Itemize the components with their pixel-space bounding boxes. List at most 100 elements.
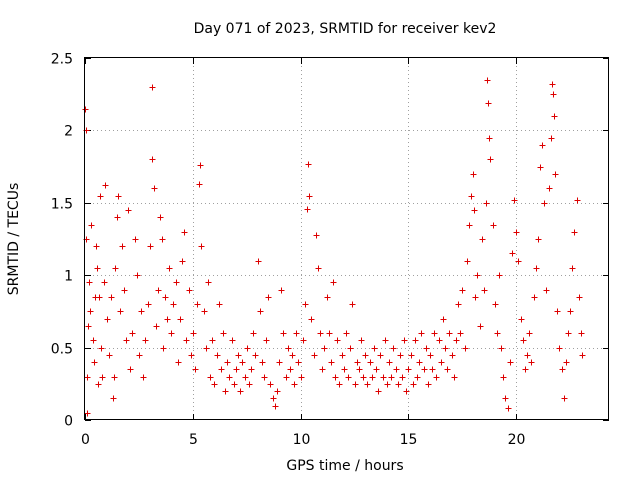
data-point xyxy=(574,197,581,204)
data-point xyxy=(317,330,324,337)
y-tick-label: 2 xyxy=(64,124,73,140)
data-point xyxy=(559,366,566,373)
data-point xyxy=(192,366,199,373)
data-point xyxy=(99,374,106,381)
data-point xyxy=(94,265,101,272)
data-point xyxy=(561,395,568,402)
data-point xyxy=(224,359,231,366)
data-point xyxy=(300,337,307,344)
data-point xyxy=(305,161,312,168)
data-point xyxy=(418,330,425,337)
data-point xyxy=(270,395,277,402)
data-point xyxy=(160,345,167,352)
data-point xyxy=(211,381,218,388)
data-point xyxy=(82,106,89,113)
data-point xyxy=(414,374,421,381)
data-point xyxy=(117,308,124,315)
data-point xyxy=(386,359,393,366)
data-point xyxy=(380,374,387,381)
data-point xyxy=(149,156,156,163)
data-point xyxy=(360,374,367,381)
data-point xyxy=(198,243,205,250)
data-point xyxy=(237,388,244,395)
data-point xyxy=(289,352,296,359)
data-point xyxy=(541,200,548,207)
data-point xyxy=(285,345,292,352)
data-point xyxy=(91,359,98,366)
data-point xyxy=(205,279,212,286)
data-point xyxy=(550,91,557,98)
y-tick-label: 0 xyxy=(64,414,73,430)
data-point xyxy=(88,222,95,229)
data-point xyxy=(132,236,139,243)
data-point xyxy=(112,265,119,272)
data-point xyxy=(483,200,490,207)
data-point xyxy=(278,287,285,294)
data-point xyxy=(362,352,369,359)
data-point xyxy=(492,301,499,308)
data-point xyxy=(127,366,134,373)
data-point xyxy=(173,279,180,286)
data-point xyxy=(429,366,436,373)
data-point xyxy=(556,345,563,352)
data-point xyxy=(166,265,173,272)
data-point xyxy=(196,181,203,188)
data-point xyxy=(84,410,91,417)
data-point xyxy=(533,265,540,272)
data-point xyxy=(235,352,242,359)
data-point xyxy=(578,330,585,337)
data-point xyxy=(552,171,559,178)
data-point xyxy=(209,337,216,344)
data-point xyxy=(551,113,558,120)
data-point xyxy=(549,81,556,88)
data-point xyxy=(129,330,136,337)
data-point xyxy=(520,337,527,344)
data-point xyxy=(507,359,514,366)
y-tick-label: 2.5 xyxy=(51,52,73,68)
data-point xyxy=(500,374,507,381)
data-point xyxy=(367,359,374,366)
data-point xyxy=(535,236,542,243)
data-point xyxy=(246,381,253,388)
x-tick-label: 20 xyxy=(508,432,526,448)
data-point xyxy=(102,182,109,189)
data-point xyxy=(336,381,343,388)
data-point xyxy=(272,403,279,410)
data-point xyxy=(546,185,553,192)
data-point xyxy=(96,294,103,301)
data-point xyxy=(261,374,268,381)
data-point xyxy=(147,243,154,250)
data-point xyxy=(477,323,484,330)
data-point xyxy=(201,308,208,315)
data-point xyxy=(356,366,363,373)
data-point xyxy=(321,345,328,352)
data-point xyxy=(371,345,378,352)
data-point xyxy=(459,287,466,294)
data-point xyxy=(399,374,406,381)
data-point xyxy=(190,330,197,337)
data-point xyxy=(393,366,400,373)
data-point xyxy=(513,229,520,236)
data-point xyxy=(464,258,471,265)
data-point xyxy=(440,316,447,323)
data-point xyxy=(375,388,382,395)
data-point xyxy=(319,366,326,373)
data-point xyxy=(287,366,294,373)
data-point xyxy=(164,316,171,323)
x-tick-label: 10 xyxy=(293,432,311,448)
data-point xyxy=(471,207,478,214)
x-tick-label: 15 xyxy=(400,432,418,448)
data-point xyxy=(188,352,195,359)
data-point xyxy=(494,330,501,337)
data-point xyxy=(313,232,320,239)
data-point xyxy=(111,374,118,381)
data-point xyxy=(330,279,337,286)
data-point xyxy=(291,381,298,388)
data-point xyxy=(539,142,546,149)
data-point xyxy=(179,258,186,265)
data-point xyxy=(579,352,586,359)
data-point xyxy=(382,337,389,344)
data-point xyxy=(101,279,108,286)
data-point xyxy=(332,374,339,381)
